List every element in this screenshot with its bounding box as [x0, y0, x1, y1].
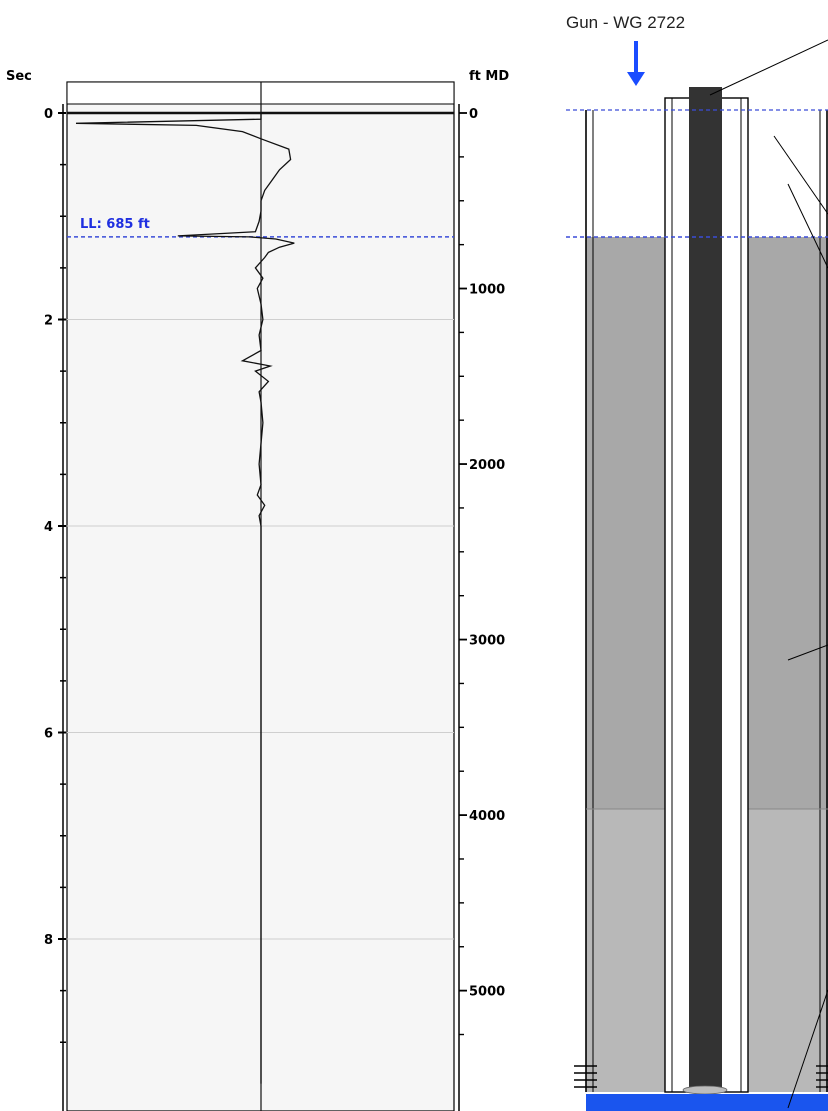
right-axis-title: ft MD — [469, 69, 509, 84]
perforations-right — [816, 1065, 828, 1088]
wellbore-schematic: Gun - WG 2722 — [566, 13, 828, 1111]
sucker-rod — [689, 87, 722, 1089]
left-tick-label: 2 — [44, 314, 53, 329]
callout-leader-lines — [709, 39, 828, 1109]
pump-seat — [682, 1085, 728, 1095]
perforations-left — [574, 1065, 597, 1088]
right-tick-label: 4000 — [469, 809, 505, 824]
well-bottom — [586, 1094, 828, 1111]
liquid-level-label: LL: 685 ft — [80, 217, 150, 232]
acoustic-trace-line — [75, 113, 295, 1084]
gun-arrow-icon — [627, 72, 645, 86]
left-tick-label: 0 — [44, 107, 53, 122]
right-tick-label: 2000 — [469, 458, 505, 473]
left-axis-ticks: 0 2 4 6 8 — [44, 107, 66, 1043]
left-tick-label: 4 — [44, 520, 53, 535]
left-tick-label: 6 — [44, 727, 53, 742]
right-tick-label: 3000 — [469, 634, 505, 649]
right-axis-ticks: 0 1000 2000 3000 4000 5000 — [459, 107, 505, 1036]
right-tick-label: 0 — [469, 107, 478, 122]
right-tick-label: 1000 — [469, 283, 505, 298]
left-tick-label: 8 — [44, 933, 53, 948]
left-axis-title: Sec — [6, 69, 32, 84]
right-tick-label: 5000 — [469, 985, 505, 1000]
gun-label: Gun - WG 2722 — [566, 13, 685, 32]
